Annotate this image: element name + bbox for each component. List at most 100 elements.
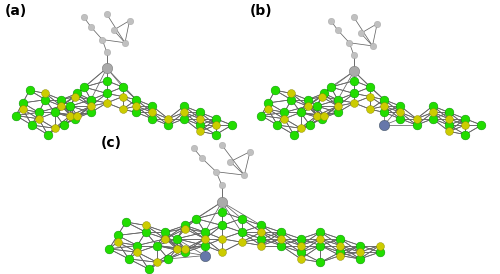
Point — [181, 227, 189, 231]
Point — [336, 253, 344, 258]
Point — [228, 123, 236, 127]
Point — [58, 98, 66, 102]
Point — [196, 123, 204, 127]
Point — [212, 123, 220, 127]
Point — [304, 104, 312, 108]
Point — [196, 116, 204, 121]
Point — [110, 28, 118, 32]
Point — [356, 257, 364, 261]
Point — [373, 22, 381, 26]
Point — [380, 98, 388, 102]
Point — [380, 104, 388, 108]
Point — [42, 98, 50, 102]
Text: (c): (c) — [101, 136, 122, 150]
Point — [350, 91, 358, 96]
Point — [290, 132, 298, 137]
Point — [346, 41, 354, 45]
Point — [478, 123, 486, 127]
Point — [264, 107, 272, 112]
Point — [74, 113, 82, 118]
Point — [240, 173, 248, 177]
Point — [376, 250, 384, 254]
Point — [258, 223, 266, 228]
Point — [277, 243, 285, 248]
Point — [212, 170, 220, 174]
Point — [103, 66, 111, 70]
Point — [148, 110, 156, 115]
Point — [212, 132, 220, 137]
Point — [118, 107, 126, 112]
Point — [34, 116, 42, 121]
Point — [238, 216, 246, 221]
Point — [445, 123, 453, 127]
Point — [42, 91, 50, 96]
Point — [164, 123, 172, 127]
Point — [296, 250, 304, 254]
Point — [461, 123, 469, 127]
Point — [218, 210, 226, 214]
Point — [366, 94, 374, 99]
Point — [296, 110, 304, 115]
Point — [218, 200, 226, 204]
Point — [153, 260, 161, 264]
Point — [134, 250, 141, 254]
Point — [334, 28, 342, 32]
Point — [288, 98, 296, 102]
Point — [80, 85, 88, 89]
Point — [50, 110, 58, 115]
Point — [180, 116, 188, 121]
Point — [350, 53, 358, 58]
Point — [103, 101, 111, 105]
Point — [257, 113, 265, 118]
Point — [429, 110, 437, 115]
Point — [327, 85, 335, 89]
Point — [172, 237, 180, 241]
Point — [26, 88, 34, 92]
Point — [118, 85, 126, 89]
Point — [296, 257, 304, 261]
Point — [258, 230, 266, 234]
Point — [218, 143, 226, 147]
Point — [181, 250, 189, 254]
Point — [60, 123, 68, 127]
Point — [134, 243, 141, 248]
Point — [218, 237, 226, 241]
Point — [288, 91, 296, 96]
Point — [274, 123, 281, 127]
Point — [316, 237, 324, 241]
Point — [44, 132, 52, 137]
Point — [336, 250, 344, 254]
Point — [258, 237, 266, 241]
Point — [258, 243, 266, 248]
Point — [103, 91, 111, 96]
Point — [132, 98, 140, 102]
Point — [238, 240, 246, 244]
Point — [380, 110, 388, 115]
Point — [396, 116, 404, 121]
Point — [201, 230, 209, 234]
Text: (b): (b) — [250, 4, 272, 18]
Point — [80, 15, 88, 20]
Point — [271, 88, 279, 92]
Point — [334, 110, 342, 115]
Point — [320, 113, 328, 118]
Point — [103, 79, 111, 83]
Point — [105, 247, 113, 251]
Point — [218, 183, 226, 187]
Point — [103, 50, 111, 55]
Point — [74, 91, 82, 96]
Point — [114, 233, 122, 238]
Point — [356, 250, 364, 254]
Point — [66, 104, 74, 108]
Point — [380, 123, 388, 127]
Point — [122, 220, 130, 224]
Point — [144, 267, 152, 271]
Point — [445, 110, 453, 115]
Point — [320, 91, 328, 96]
Point — [366, 85, 374, 89]
Point — [121, 41, 129, 45]
Point — [327, 18, 335, 23]
Point — [396, 110, 404, 115]
Point — [350, 101, 358, 105]
Point — [142, 223, 150, 228]
